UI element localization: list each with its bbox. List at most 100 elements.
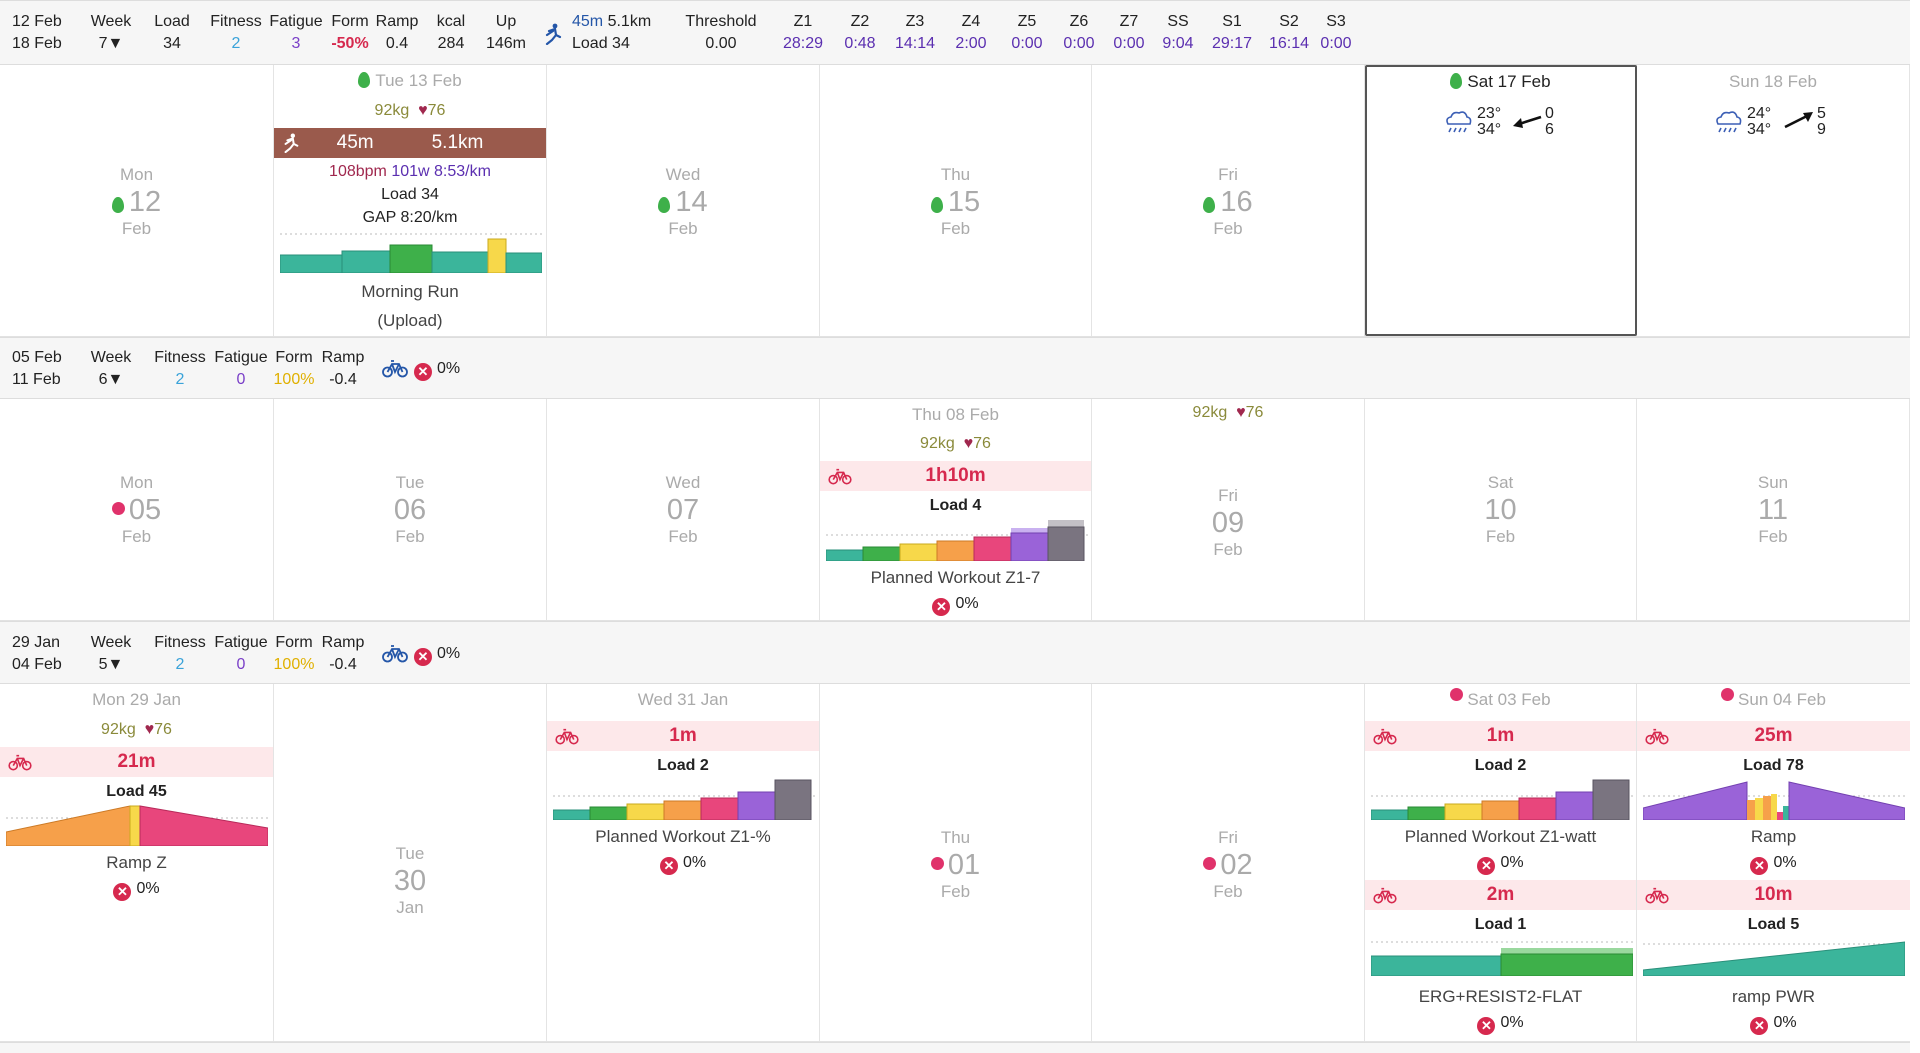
status-dot (930, 857, 944, 870)
weight-hr: 92kg ♥76 (374, 102, 446, 119)
activity-band[interactable]: 21m (0, 747, 273, 777)
workout-chart (6, 805, 268, 846)
compliance: ✕ 0% (1637, 852, 1910, 875)
status-dot (1721, 688, 1735, 701)
activity-load: Load 2 (657, 757, 709, 774)
activity-band[interactable]: 1h10m (820, 461, 1091, 491)
activity-load: Load 4 (929, 497, 982, 514)
day-cell-fri-02[interactable]: Fri 02 Feb (1092, 684, 1365, 1041)
cancel-icon: ✕ (113, 883, 132, 901)
workout-chart (1371, 941, 1633, 976)
day-header: Wed 31 Jan (637, 690, 729, 709)
status-dot (1450, 688, 1464, 701)
week-number[interactable]: Week 7▼ (90, 13, 132, 52)
weight-hr: 92kg ♥76 (101, 721, 172, 738)
activity-band[interactable]: 25m (1637, 721, 1910, 751)
fitness-drop-icon (658, 197, 671, 213)
day-cell-fri-16[interactable]: Fri 16 Feb (1092, 65, 1365, 336)
weight-hr: 92kg ♥76 (1192, 404, 1264, 421)
week-load: Load 34 (154, 13, 190, 52)
fitness-drop-icon (1203, 197, 1216, 213)
day-header: Sat 17 Feb (1467, 72, 1551, 91)
day-cell-wed-31[interactable]: Wed 31 Jan 1m Load 2 Planned Workout Z1-… (547, 684, 820, 1041)
day-cell-thu-08[interactable]: Thu 08 Feb 92kg ♥76 1h10m Load 4 Planned… (820, 399, 1092, 620)
day-cell-sun-11[interactable]: Sun 11 Feb (1637, 399, 1910, 620)
day-cell-sun-04[interactable]: Sun 04 Feb 25m Load 78 Ramp ✕ 0% 10m Load… (1637, 684, 1910, 1041)
activity-band[interactable]: 2m (1365, 880, 1636, 910)
bike-icon (555, 728, 579, 745)
week-number[interactable]: Week 5▼ (90, 634, 132, 673)
activity-name[interactable]: Morning Run (361, 282, 459, 301)
week-grid-2: Mon 05 Feb Tue 06 Feb Wed 07 Feb Thu 08 Feb 92… (0, 399, 1910, 621)
cancel-icon: ✕ (932, 598, 951, 616)
activity-load: Load 2 (1474, 757, 1527, 774)
day-cell-fri-09[interactable]: 92kg ♥76 Fri 09 Feb (1092, 399, 1365, 620)
day-cell-mon-05[interactable]: Mon 05 Feb (0, 399, 274, 620)
workout-chart (1371, 779, 1633, 820)
zone-z4: Z4 2:00 (955, 13, 987, 52)
day-cell-sat-03[interactable]: Sat 03 Feb 1m Load 2 Planned Workout Z1-… (1365, 684, 1637, 1041)
day-cell-mon-29[interactable]: Mon 29 Jan 92kg ♥76 21m Load 45 Ramp Z ✕… (0, 684, 274, 1041)
day-cell-tue-30[interactable]: Tue 30 Jan (274, 684, 547, 1041)
fitness-drop-icon (930, 197, 943, 213)
bike-icon (1373, 887, 1397, 904)
compliance: ✕ 0% (1365, 1012, 1636, 1035)
workout-name[interactable]: Planned Workout Z1-watt (1404, 827, 1597, 846)
workout-name[interactable]: ramp PWR (1731, 987, 1816, 1006)
workout-name[interactable]: Ramp Z (106, 853, 167, 872)
cancel-icon: ✕ (414, 363, 432, 381)
fitness-drop-icon (1450, 73, 1463, 89)
workout-name[interactable]: Planned Workout Z1-% (595, 827, 771, 846)
compliance: ✕ 0% (1365, 852, 1636, 875)
week-ramp: Ramp 0.4 (375, 13, 419, 52)
runner-icon (284, 133, 299, 153)
workout-chart (1643, 781, 1905, 820)
day-cell-wed-14[interactable]: Wed 14 Feb (547, 65, 820, 336)
day-cell-wed-07[interactable]: Wed 07 Feb (547, 399, 820, 620)
bike-icon (382, 360, 408, 378)
zone-z3: Z3 14:14 (894, 13, 936, 52)
week-summary-row: 05 Feb 11 Feb Week 6▼ Fitness 2 Fatigue 0 Fo… (0, 337, 1910, 399)
wind-arrow-icon (1513, 115, 1542, 128)
activity-load: Load 5 (1747, 916, 1800, 933)
week-grid-3: Mon 29 Jan 92kg ♥76 21m Load 45 Ramp Z ✕… (0, 684, 1910, 1042)
week-number[interactable]: Week 6▼ (90, 349, 132, 388)
activity-band[interactable]: 1m (547, 721, 819, 751)
bike-icon (8, 754, 32, 771)
activity-chart (280, 233, 542, 273)
day-cell-tue-06[interactable]: Tue 06 Feb (274, 399, 547, 620)
bike-icon (1645, 728, 1669, 745)
workout-chart (553, 779, 815, 820)
activity-band[interactable]: 45m 5.1km (274, 128, 546, 158)
workout-name[interactable]: Ramp (1750, 827, 1797, 846)
workout-name[interactable]: Planned Workout Z1-7 (870, 568, 1041, 587)
activity-load: Load 34 (381, 186, 439, 203)
workout-chart (1643, 941, 1905, 976)
compliance: ✕ 0% (1637, 1012, 1910, 1035)
weight-hr: 92kg ♥76 (920, 435, 991, 452)
day-cell-thu-15[interactable]: Thu 15 Feb (820, 65, 1092, 336)
heart-icon: ♥ (963, 435, 974, 452)
activity-band[interactable]: 1m (1365, 721, 1636, 751)
activity-band[interactable]: 10m (1637, 880, 1910, 910)
zone-z1: Z1 28:29 (782, 13, 824, 52)
cancel-icon: ✕ (414, 648, 432, 666)
zone-z7: Z7 0:00 (1113, 13, 1145, 52)
cancel-icon: ✕ (659, 857, 678, 875)
day-cell-mon-12[interactable]: Mon 12 Feb (0, 65, 274, 336)
week-range: 12 Feb 18 Feb (12, 11, 62, 55)
cancel-icon: ✕ (1750, 857, 1769, 875)
status-dot (1203, 857, 1217, 870)
day-cell-thu-01[interactable]: Thu 01 Feb (820, 684, 1092, 1041)
workout-name[interactable]: ERG+RESIST2-FLAT (1418, 987, 1583, 1006)
workout-chart (826, 520, 1088, 561)
activity-stats: 108bpm 101w 8:53/km (329, 163, 491, 180)
zone-z6: Z6 0:00 (1063, 13, 1095, 52)
day-cell-tue-13[interactable]: Tue 13 Feb 92kg ♥76 45m 5.1km 108bpm 101w… (274, 65, 547, 336)
day-cell-sat-10[interactable]: Sat 10 Feb (1365, 399, 1637, 620)
